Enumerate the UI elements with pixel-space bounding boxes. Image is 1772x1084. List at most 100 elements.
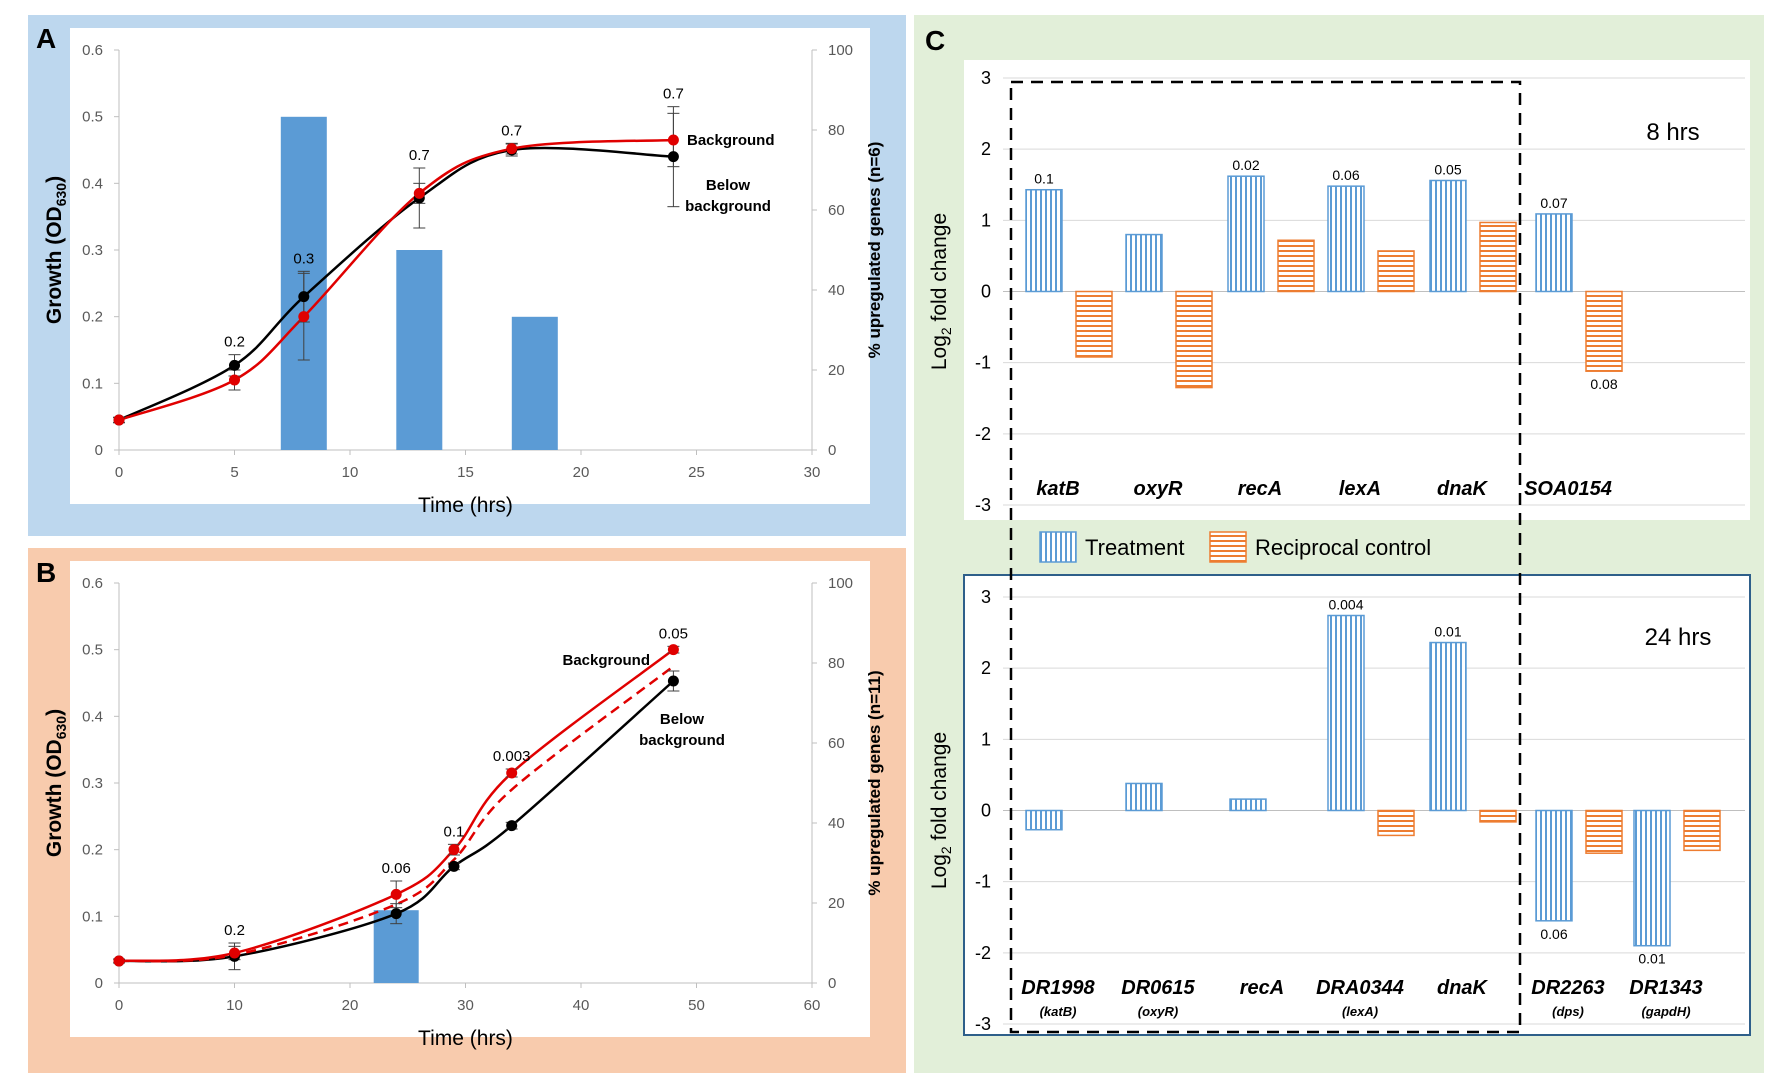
data-point xyxy=(229,359,240,371)
y2-tick-label: 60 xyxy=(828,735,845,752)
bar-control xyxy=(1075,290,1113,358)
data-point xyxy=(390,888,402,900)
data-point xyxy=(667,151,679,163)
bar-control xyxy=(1683,809,1721,852)
legend-swatch xyxy=(1209,531,1247,563)
p-value-label: 0.06 xyxy=(382,860,411,877)
y-tick-label: -2 xyxy=(975,943,991,963)
y-tick-label: 0.6 xyxy=(82,42,103,59)
x-tick-label: 25 xyxy=(688,464,705,481)
y2-axis-label: % upregulated genes (n=11) xyxy=(865,670,884,895)
y-tick-label: 0 xyxy=(981,282,991,302)
bar-control xyxy=(1479,809,1517,823)
data-point xyxy=(506,143,518,155)
y-tick-label: 0.5 xyxy=(82,642,103,659)
x-axis-label: Time (hrs) xyxy=(418,494,513,517)
category-label: DR1343 xyxy=(1629,977,1702,999)
y-tick-label: -3 xyxy=(975,1014,991,1034)
y-tick-label: 0.1 xyxy=(82,908,103,925)
p-value-label: 0.7 xyxy=(663,86,684,103)
x-tick-label: 10 xyxy=(226,997,243,1014)
highlight-box xyxy=(1009,80,1522,1034)
category-sublabel: (gapdH) xyxy=(1641,1004,1690,1019)
category-label: DR0615 xyxy=(1121,977,1195,999)
data-point xyxy=(667,134,679,146)
p-value-label: 0.05 xyxy=(659,625,688,642)
x-tick-label: 20 xyxy=(573,464,590,481)
category-label: recA xyxy=(1238,478,1282,500)
data-point xyxy=(113,955,125,967)
p-value-label: 0.2 xyxy=(224,334,245,351)
section-title: 8 hrs xyxy=(1646,119,1699,146)
p-value-treatment: 0.1 xyxy=(1034,171,1054,187)
panel-b: B 0 0.1 0.2 0.3 0.4 0.5 0.6 0 20 40 60 80 100 0 10 20 30… xyxy=(28,548,906,1073)
y2-tick-label: 20 xyxy=(828,895,845,912)
p-value-label: 0.7 xyxy=(409,147,430,164)
p-value-treatment: 0.01 xyxy=(1434,624,1461,640)
x-tick-label: 60 xyxy=(804,997,821,1014)
x-tick-label: 40 xyxy=(573,997,590,1014)
series-label-below: Below xyxy=(706,177,751,194)
data-point xyxy=(390,908,402,920)
y-tick-label: 0.4 xyxy=(82,175,103,192)
series-line-dashed xyxy=(118,665,675,963)
y-axis-label: Log2 fold change xyxy=(928,732,954,889)
x-tick-label: 30 xyxy=(457,997,474,1014)
bar-control xyxy=(1175,290,1213,389)
panel-a-label: A xyxy=(36,23,56,54)
category-sublabel: (dps) xyxy=(1552,1004,1584,1019)
x-tick-label: 15 xyxy=(457,464,474,481)
p-value-label: 0.1 xyxy=(444,823,465,840)
p-value-treatment: 0.01 xyxy=(1638,951,1665,967)
y-tick-label: 0.3 xyxy=(82,775,103,792)
bar-treatment xyxy=(1633,809,1671,947)
x-tick-label: 30 xyxy=(804,464,821,481)
data-point xyxy=(229,374,240,386)
category-sublabel: (oxyR) xyxy=(1138,1004,1178,1019)
category-label: DRA0344 xyxy=(1316,977,1404,999)
series-line xyxy=(118,138,674,422)
y2-tick-label: 100 xyxy=(828,42,853,59)
bar-control xyxy=(1277,239,1315,293)
y-tick-label: 0.3 xyxy=(82,242,103,259)
y-tick-label: 2 xyxy=(981,139,991,159)
bar-treatment xyxy=(1229,798,1267,812)
x-axis-label: Time (hrs) xyxy=(418,1027,513,1050)
p-value-treatment: 0.06 xyxy=(1540,926,1567,942)
series-label-background: Background xyxy=(687,132,775,149)
y2-tick-label: 60 xyxy=(828,202,845,219)
chart-a: 0 0.1 0.2 0.3 0.4 0.5 0.6 0 20 40 60 80 100 0 5 10 15 20 2… xyxy=(43,42,884,517)
x-tick-label: 20 xyxy=(342,997,359,1014)
y-tick-label: 0 xyxy=(95,975,103,992)
y-tick-label: 0 xyxy=(981,801,991,821)
y2-axis-label: % upregulated genes (n=6) xyxy=(865,142,884,359)
data-point xyxy=(298,311,310,323)
bar-control xyxy=(1479,221,1517,293)
legend-label: Reciprocal control xyxy=(1255,535,1431,560)
data-point xyxy=(229,947,240,959)
x-tick-label: 5 xyxy=(230,464,238,481)
category-sublabel: (katB) xyxy=(1040,1004,1077,1019)
p-value-control: 0.08 xyxy=(1590,376,1617,392)
data-point xyxy=(113,414,125,426)
series-label-background: Background xyxy=(562,652,650,669)
y-tick-label: 0.2 xyxy=(82,842,103,859)
series-label-background-2: background xyxy=(639,732,725,749)
y-tick-label: 0 xyxy=(95,442,103,459)
y-tick-label: 0.2 xyxy=(82,309,103,326)
y-tick-label: -2 xyxy=(975,424,991,444)
y2-tick-label: 80 xyxy=(828,122,845,139)
data-point xyxy=(506,767,518,779)
chart-c: 3 2 1 0 -1 -2 -3 Log2 fold change 8 hrs 0.1 katB ox… xyxy=(928,68,1745,1034)
panel-c: C 3 2 1 0 -1 -2 -3 Log2 fold change 8 hrs 0.1 katB… xyxy=(914,15,1764,1073)
y-axis-label: Log2 fold change xyxy=(928,213,954,370)
bar-control xyxy=(1585,809,1623,854)
panel-b-plot-area xyxy=(70,561,870,1037)
p-value-treatment: 0.05 xyxy=(1434,161,1461,177)
panel-a-plot-area xyxy=(70,28,870,504)
category-label: katB xyxy=(1036,478,1079,500)
bar-upregulated xyxy=(396,250,443,450)
bar-upregulated xyxy=(511,316,558,450)
y2-tick-label: 80 xyxy=(828,655,845,672)
